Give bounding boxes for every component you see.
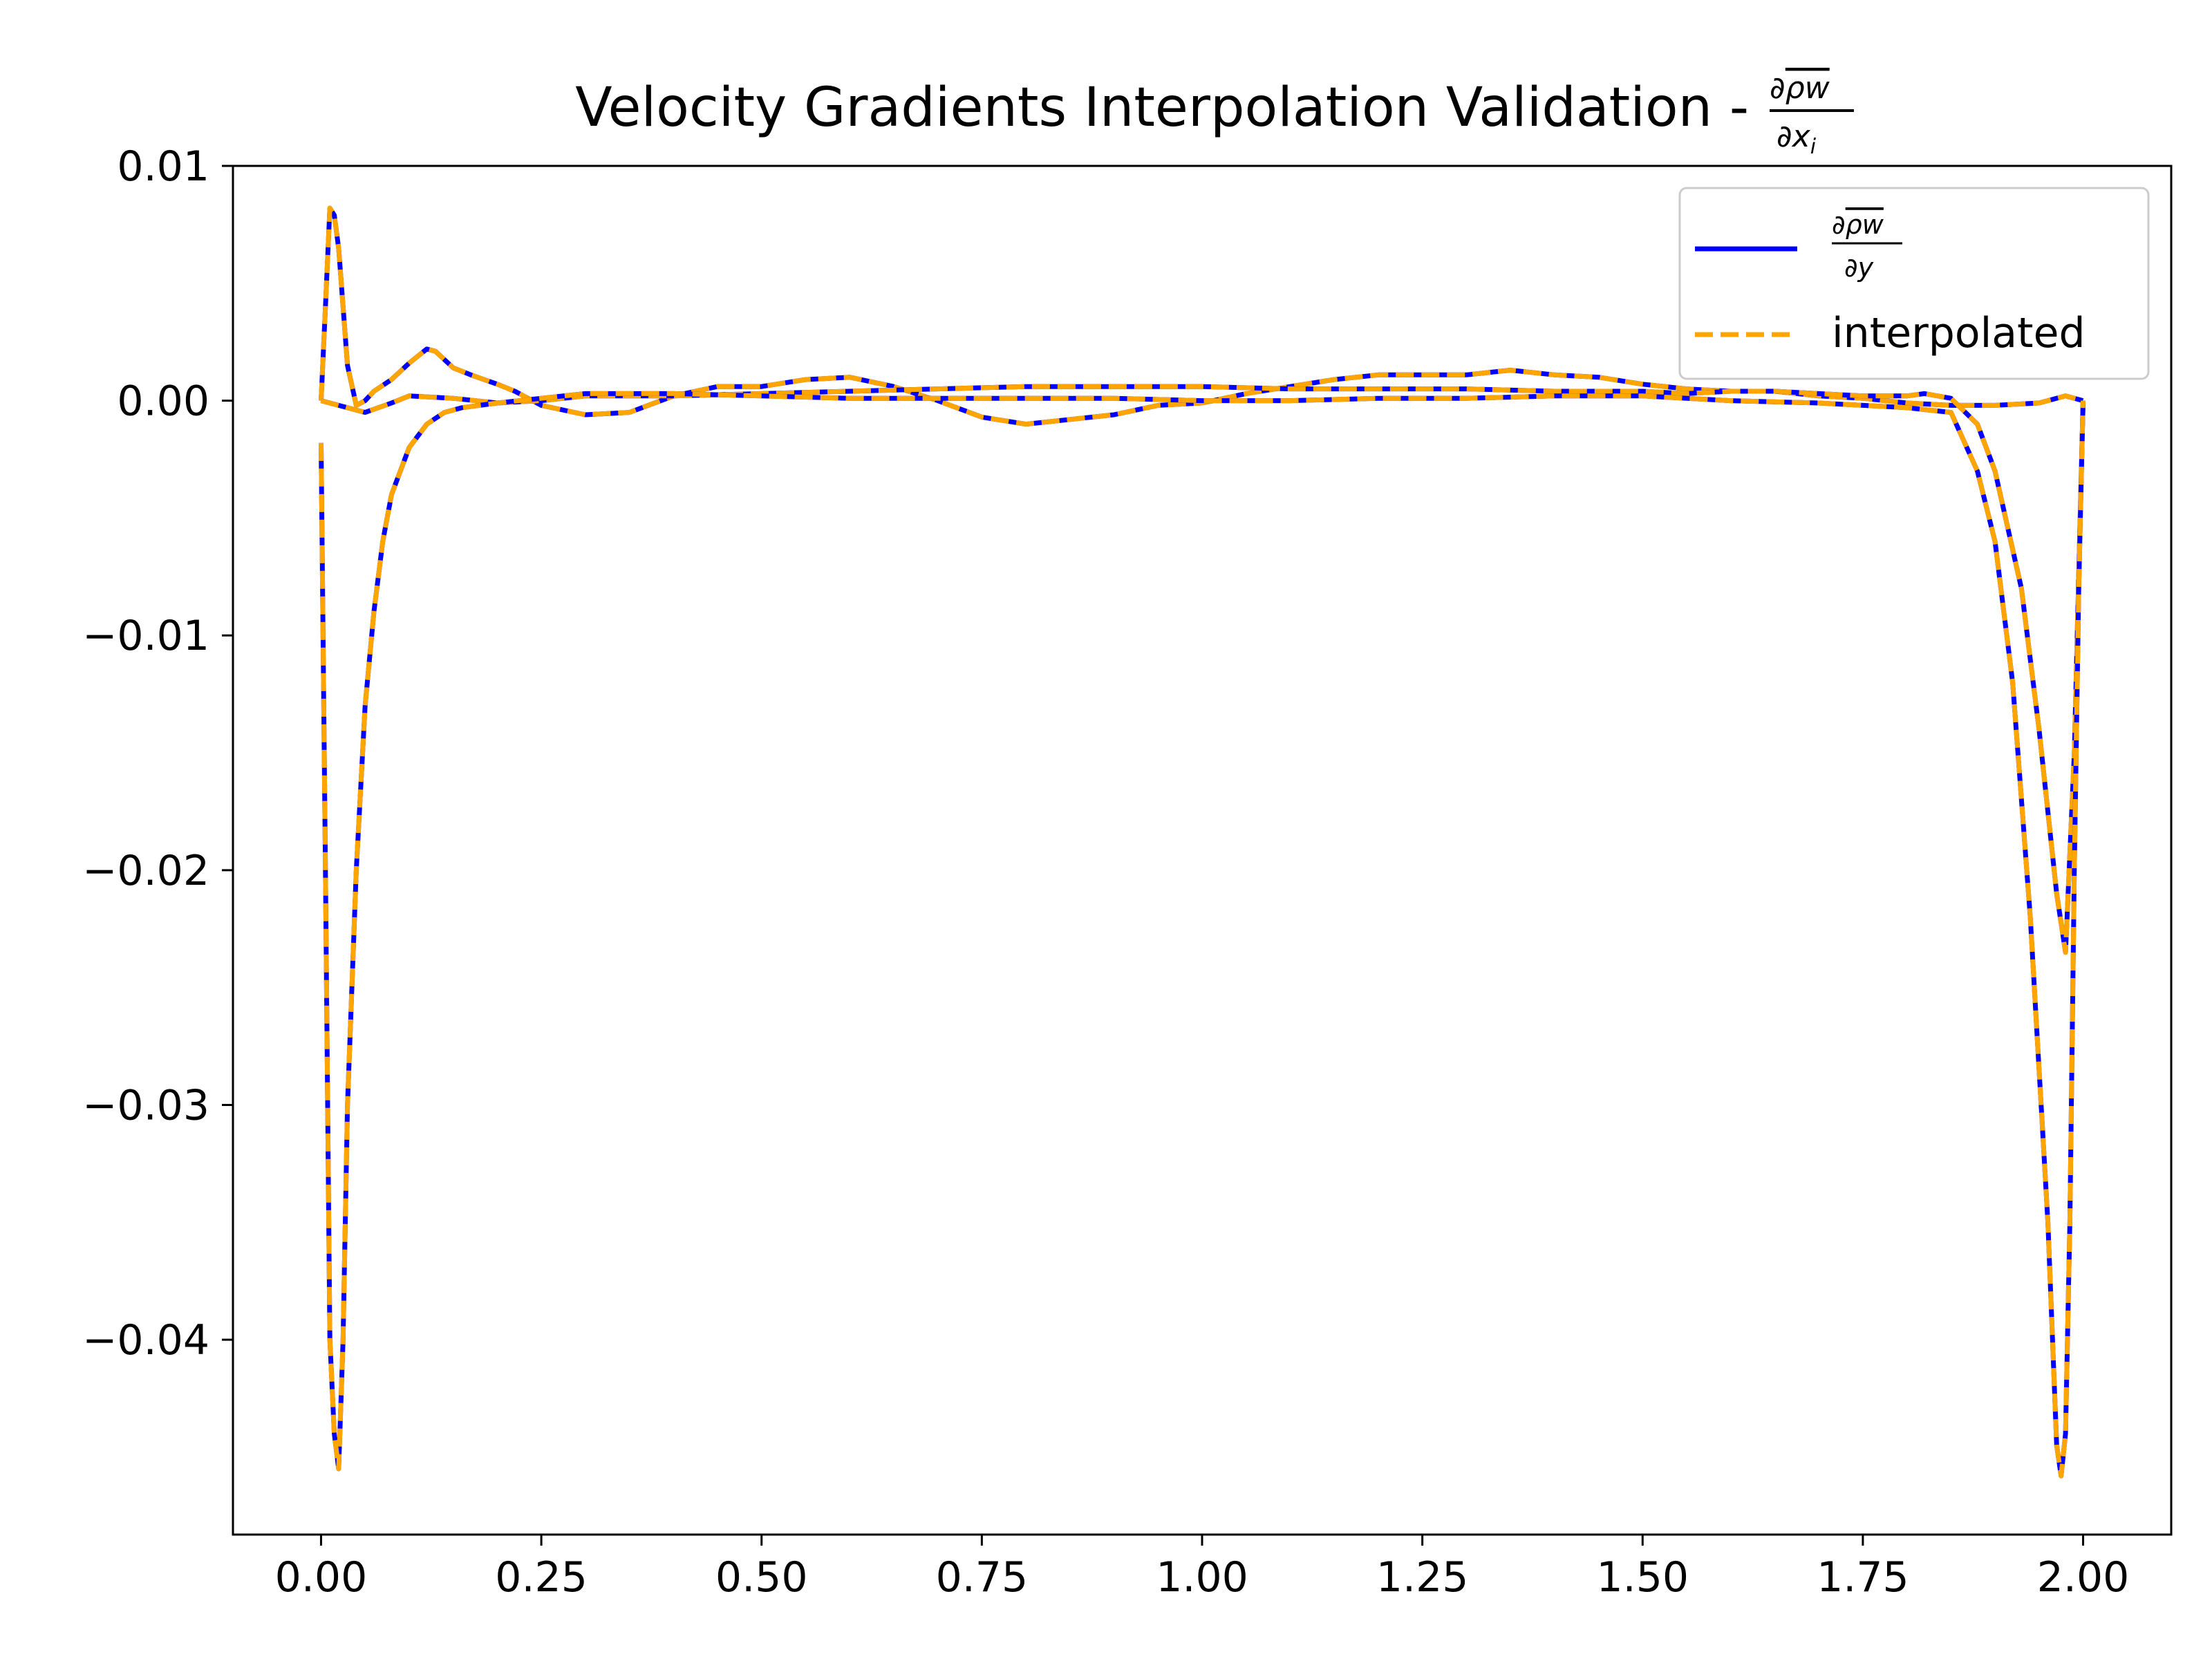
legend-entry-interpolated: interpolated: [1695, 309, 2086, 357]
plot-area: [232, 165, 2173, 1536]
y-tick-label: −0.03: [82, 1081, 209, 1130]
chart-title-text: Velocity Gradients Interpolation Validat…: [575, 77, 1749, 139]
legend-numerator-prefix: ∂: [1832, 209, 1846, 240]
series-3-line: [319, 391, 2086, 1479]
x-tick-label: 0.75: [936, 1553, 1029, 1602]
title-fraction-numerator: ∂ρw: [1770, 71, 1830, 106]
series-3-interpolated-line: [319, 391, 2086, 1479]
x-tick-label: 1.75: [1817, 1553, 1909, 1602]
x-tick-label: 0.00: [275, 1553, 368, 1602]
title-fraction-numerator-overlined: ρw: [1785, 71, 1830, 106]
x-axis: 0.00 0.25 0.50 0.75 1.00 1.25 1.50 1.75 2.00: [275, 1535, 2130, 1602]
legend-label-truth-denominator: ∂y: [1844, 252, 1874, 283]
series-2-line: [320, 384, 2086, 955]
y-tick-label: −0.02: [82, 847, 209, 895]
legend-label-interpolated: interpolated: [1832, 309, 2086, 357]
y-tick-label: −0.04: [82, 1316, 209, 1365]
y-tick-label: 0.01: [117, 142, 209, 191]
title-fraction-numerator-prefix: ∂: [1770, 71, 1785, 106]
title-fraction-denominator-subscript: i: [1810, 135, 1817, 159]
chart-title: Velocity Gradients Interpolation Validat…: [575, 71, 1854, 159]
series-layer: [319, 205, 2086, 1479]
legend-box: [1678, 187, 2150, 380]
legend: ∂ρw ∂y interpolated: [1678, 187, 2150, 380]
x-tick-label: 1.00: [1156, 1553, 1248, 1602]
title-fraction-denominator-base: ∂x: [1777, 119, 1811, 154]
x-tick-label: 2.00: [2037, 1553, 2130, 1602]
legend-label-truth-numerator: ∂ρw: [1832, 209, 1884, 240]
legend-entry-truth: ∂ρw ∂y: [1695, 209, 1902, 283]
y-tick-label: 0.00: [117, 377, 209, 426]
title-fraction-denominator: ∂xi: [1777, 119, 1817, 159]
x-tick-label: 0.50: [715, 1553, 808, 1602]
series-2-interpolated-line: [320, 384, 2086, 955]
x-tick-label: 1.25: [1376, 1553, 1469, 1602]
x-tick-label: 0.25: [495, 1553, 588, 1602]
legend-numerator-overlined: ρw: [1846, 209, 1884, 240]
x-tick-label: 1.50: [1596, 1553, 1689, 1602]
y-tick-label: −0.01: [82, 612, 209, 660]
y-axis: 0.01 0.00 −0.01 −0.02 −0.03 −0.04: [82, 142, 233, 1365]
